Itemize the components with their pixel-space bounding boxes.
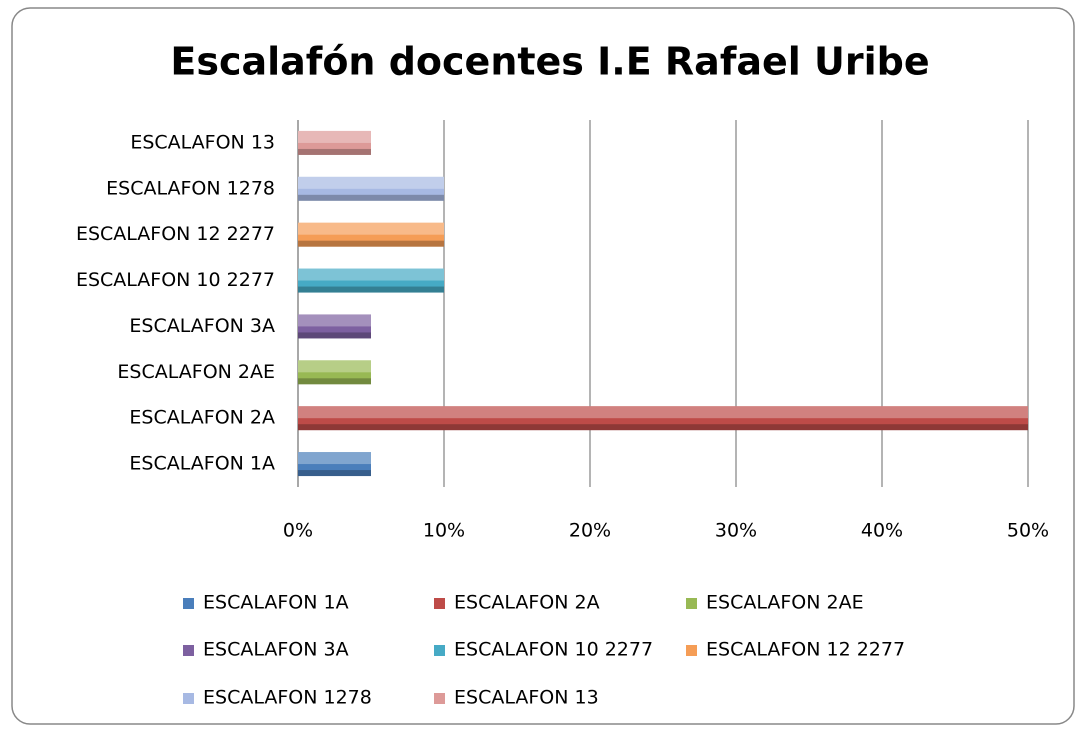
bar-highlight: [298, 130, 371, 143]
y-tick-label: ESCALAFON 2AE: [117, 361, 275, 383]
legend-label: ESCALAFON 3A: [203, 639, 349, 661]
x-tick-label: 0%: [283, 520, 313, 542]
bar-highlight: [298, 452, 371, 465]
bar-shade: [298, 332, 371, 339]
legend-swatch: [183, 598, 194, 609]
bar: [298, 222, 444, 247]
chart-frame: [11, 7, 1075, 725]
y-tick-label: ESCALAFON 2A: [129, 407, 275, 429]
legend-swatch: [434, 645, 445, 656]
bar: [298, 268, 444, 293]
legend-label: ESCALAFON 2A: [454, 592, 600, 614]
legend-swatch: [434, 598, 445, 609]
bar: [298, 314, 371, 339]
bar-highlight: [298, 268, 444, 281]
legend-label: ESCALAFON 2AE: [706, 592, 864, 614]
y-tick-label: ESCALAFON 1278: [106, 177, 275, 199]
bar-highlight: [298, 222, 444, 235]
x-tick-label: 50%: [1007, 520, 1049, 542]
x-tick-label: 10%: [423, 520, 465, 542]
bar-highlight: [298, 406, 1028, 419]
bar-shade: [298, 240, 444, 247]
bar-highlight: [298, 360, 371, 373]
x-tick-label: 40%: [861, 520, 903, 542]
bar: [298, 452, 371, 477]
bar: [298, 176, 444, 201]
legend-swatch: [183, 645, 194, 656]
bar-shade: [298, 378, 371, 385]
bar-highlight: [298, 176, 444, 189]
y-tick-label: ESCALAFON 13: [130, 131, 275, 153]
bar: [298, 360, 371, 385]
legend-label: ESCALAFON 1278: [203, 687, 372, 709]
y-tick-label: ESCALAFON 3A: [129, 315, 275, 337]
legend-swatch: [686, 645, 697, 656]
legend-swatch: [686, 598, 697, 609]
legend-swatch: [434, 693, 445, 704]
y-tick-label: ESCALAFON 1A: [129, 453, 275, 475]
legend-label: ESCALAFON 12 2277: [706, 639, 905, 661]
x-tick-label: 20%: [569, 520, 611, 542]
y-tick-label: ESCALAFON 10 2277: [76, 269, 275, 291]
bar-shade: [298, 470, 371, 477]
legend-swatch: [183, 693, 194, 704]
legend-label: ESCALAFON 1A: [203, 592, 349, 614]
bar: [298, 130, 371, 155]
bar-highlight: [298, 314, 371, 327]
legend-label: ESCALAFON 10 2277: [454, 639, 653, 661]
bar: [298, 406, 1028, 431]
bar-shade: [298, 286, 444, 293]
x-tick-label: 30%: [715, 520, 757, 542]
bar-shade: [298, 194, 444, 201]
legend-label: ESCALAFON 13: [454, 687, 599, 709]
chart-title: Escalafón docentes I.E Rafael Uribe: [170, 40, 929, 84]
bar-shade: [298, 148, 371, 155]
bar-shade: [298, 424, 1028, 431]
y-tick-label: ESCALAFON 12 2277: [76, 223, 275, 245]
